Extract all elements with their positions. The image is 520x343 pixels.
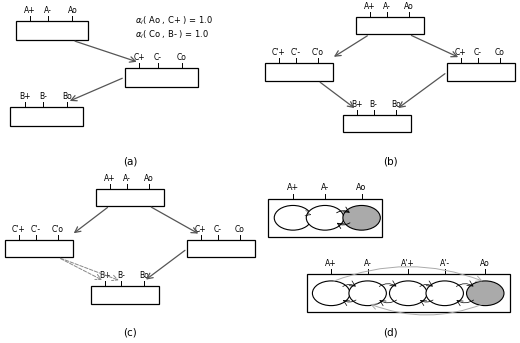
Text: Ao: Ao: [68, 7, 77, 15]
Text: A+: A+: [104, 174, 115, 182]
Text: C'+: C'+: [272, 48, 285, 57]
Text: A+: A+: [287, 184, 299, 192]
Text: B+: B+: [99, 271, 110, 281]
Circle shape: [349, 281, 386, 306]
Text: A+: A+: [326, 259, 337, 268]
Bar: [187, 240, 255, 257]
Text: $\alpha_i$( Co , B- ) = 1.0: $\alpha_i$( Co , B- ) = 1.0: [135, 28, 209, 40]
Text: (b): (b): [383, 156, 397, 166]
Bar: [447, 63, 515, 81]
Text: A-: A-: [123, 174, 131, 182]
Bar: [5, 240, 73, 257]
Text: C+: C+: [455, 48, 466, 57]
Text: Bo: Bo: [391, 100, 401, 109]
Text: (a): (a): [123, 156, 137, 166]
Text: A-: A-: [321, 184, 329, 192]
Circle shape: [343, 205, 380, 230]
Bar: [16, 21, 88, 40]
Text: C-: C-: [153, 53, 162, 62]
Text: C'-: C'-: [31, 225, 41, 234]
Text: $\alpha_i$( Ao , C+ ) = 1.0: $\alpha_i$( Ao , C+ ) = 1.0: [135, 14, 213, 27]
Text: B-: B-: [39, 92, 47, 101]
Bar: [268, 199, 382, 237]
Circle shape: [466, 281, 504, 306]
Bar: [356, 17, 424, 34]
Text: Ao: Ao: [356, 184, 367, 192]
Text: C'o: C'o: [312, 48, 324, 57]
Text: B-: B-: [118, 271, 125, 281]
Bar: [125, 68, 198, 86]
Text: A'+: A'+: [401, 259, 415, 268]
Bar: [343, 115, 411, 132]
Text: C'-: C'-: [291, 48, 301, 57]
Text: C-: C-: [474, 48, 482, 57]
Text: Bo: Bo: [139, 271, 149, 281]
Bar: [307, 274, 510, 312]
Text: A+: A+: [24, 7, 36, 15]
Text: B-: B-: [370, 100, 378, 109]
Circle shape: [306, 205, 344, 230]
Text: C+: C+: [134, 53, 145, 62]
Bar: [96, 189, 164, 206]
Bar: [10, 107, 83, 126]
Circle shape: [389, 281, 427, 306]
Text: Bo: Bo: [62, 92, 72, 101]
Text: C-: C-: [214, 225, 222, 234]
Text: C'o: C'o: [52, 225, 64, 234]
Text: (c): (c): [123, 328, 137, 338]
Bar: [91, 286, 159, 304]
Text: (d): (d): [383, 328, 397, 338]
Text: C+: C+: [195, 225, 206, 234]
Circle shape: [274, 205, 311, 230]
Circle shape: [426, 281, 463, 306]
Text: Ao: Ao: [404, 2, 414, 11]
Text: C'+: C'+: [12, 225, 25, 234]
Text: A-: A-: [383, 2, 391, 11]
Bar: [265, 63, 333, 81]
Text: Co: Co: [495, 48, 505, 57]
Text: A'-: A'-: [439, 259, 450, 268]
Text: Co: Co: [177, 53, 187, 62]
Text: B+: B+: [351, 100, 362, 109]
Text: Ao: Ao: [144, 174, 154, 182]
Text: Ao: Ao: [480, 259, 490, 268]
Text: A-: A-: [363, 259, 372, 268]
Text: Co: Co: [235, 225, 245, 234]
Text: A-: A-: [44, 7, 53, 15]
Text: B+: B+: [19, 92, 31, 101]
Circle shape: [313, 281, 350, 306]
Text: A+: A+: [364, 2, 375, 11]
